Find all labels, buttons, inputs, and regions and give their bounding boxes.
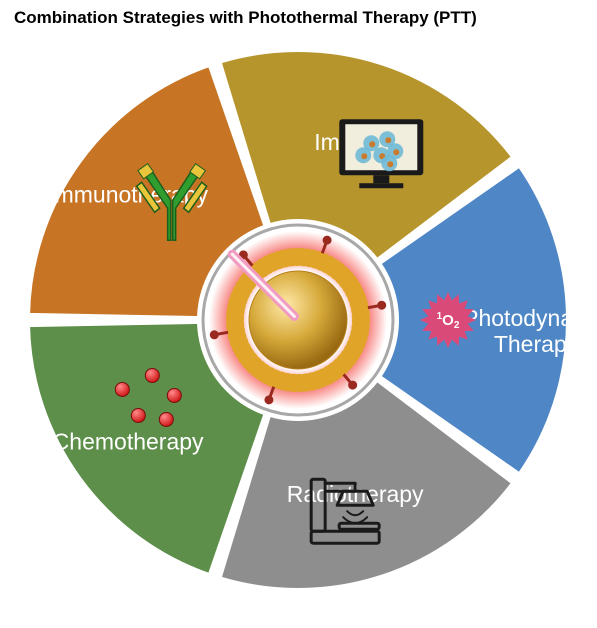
ptt-donut-chart: ChemotherapyImmunotherapyImagingPhotodyn… — [18, 40, 578, 600]
label-pdt: Photodynamic — [463, 305, 578, 331]
label-chemo: Chemotherapy — [53, 429, 204, 455]
page-title: Combination Strategies with Photothermal… — [14, 8, 477, 28]
label-pdt-2: Therapy — [494, 331, 578, 357]
singlet-oxygen-icon: 1O2 — [420, 292, 476, 348]
